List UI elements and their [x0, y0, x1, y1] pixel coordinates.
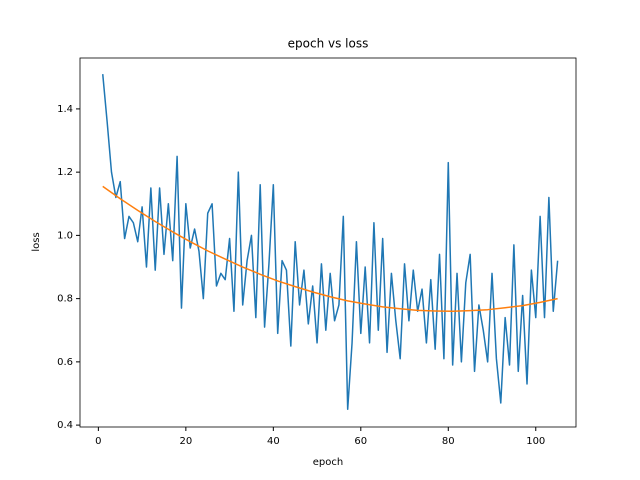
- plot-frame: [79, 57, 577, 428]
- x-tick-label: 20: [179, 436, 192, 447]
- line: [101, 74, 559, 411]
- x-tick-label: 0: [95, 436, 101, 447]
- x-tick-label: 100: [526, 436, 545, 447]
- y-axis-label: loss: [31, 232, 42, 251]
- chart-title: epoch vs loss: [288, 37, 369, 51]
- x-tick-label: 80: [442, 436, 455, 447]
- x-tick-label: 40: [267, 436, 280, 447]
- x-axis-label: epoch: [313, 457, 343, 468]
- line: [102, 185, 558, 313]
- y-tick-label: 0.6: [57, 357, 73, 368]
- y-tick-label: 1.0: [57, 230, 73, 241]
- y-tick-label: 1.4: [57, 104, 73, 115]
- y-tick-label: 0.8: [57, 294, 73, 305]
- y-tick-label: 1.2: [57, 167, 73, 178]
- y-tick-label: 0.4: [57, 420, 73, 431]
- x-tick-label: 60: [354, 436, 367, 447]
